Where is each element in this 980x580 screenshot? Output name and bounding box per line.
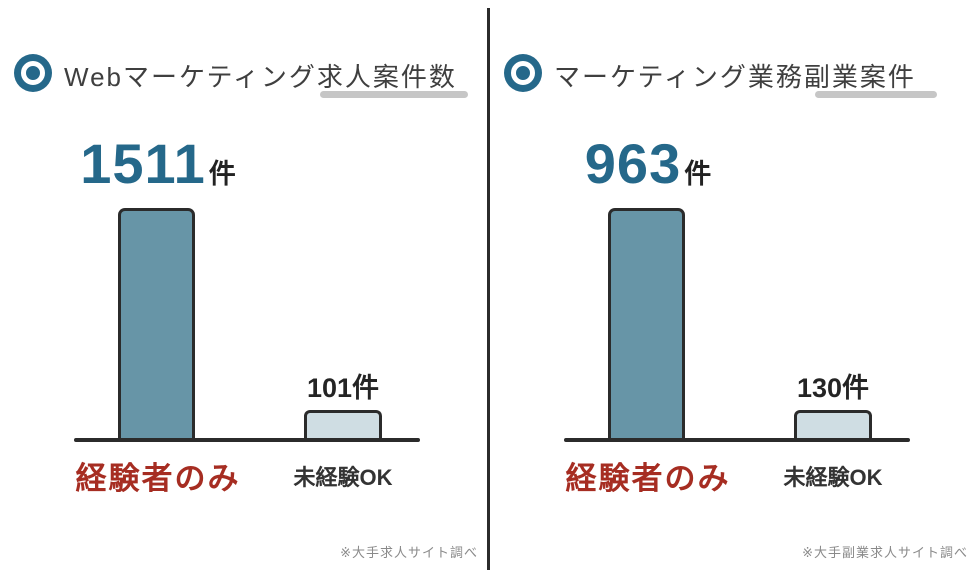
category-label-no-experience: 未経験OK	[783, 465, 883, 490]
category-label-no-experience: 未経験OK	[293, 465, 393, 490]
highlight-value: 963 件	[548, 136, 748, 192]
highlight-number: 963	[584, 132, 682, 195]
bar-value-label-no-experience: 130件	[796, 373, 870, 403]
panel-web-marketing-jobs: Webマーケティング求人案件数 1511 件 101件 経験者のみ 未経験OK ※…	[14, 54, 478, 560]
target-icon-ring	[511, 61, 535, 85]
category-label-experienced: 経験者のみ	[75, 461, 241, 496]
target-icon-ring	[21, 61, 45, 85]
bar-experienced	[118, 208, 195, 439]
bar-no-experience	[794, 410, 872, 439]
chart-baseline	[564, 438, 910, 442]
bar-value-label-no-experience: 101件	[306, 373, 380, 403]
target-icon	[504, 54, 542, 92]
bar-no-experience	[304, 410, 382, 439]
panel-title: マーケティング業務副業案件	[554, 62, 916, 92]
highlight-value: 1511 件	[58, 136, 258, 192]
highlight-unit: 件	[208, 159, 236, 189]
highlight-unit: 件	[684, 159, 712, 189]
title-underline	[320, 91, 468, 98]
source-note: ※大手求人サイト調べ	[340, 545, 478, 560]
panel-title: Webマーケティング求人案件数	[64, 62, 457, 92]
panel-divider	[487, 8, 490, 570]
source-note: ※大手副業求人サイト調べ	[802, 545, 968, 560]
highlight-number: 1511	[80, 132, 206, 195]
target-icon	[14, 54, 52, 92]
category-label-experienced: 経験者のみ	[565, 461, 731, 496]
panel-marketing-side-jobs: マーケティング業務副業案件 963 件 130件 経験者のみ 未経験OK ※大手副…	[490, 0, 980, 580]
chart-baseline	[74, 438, 420, 442]
title-underline	[815, 91, 937, 98]
bar-experienced	[608, 208, 685, 439]
